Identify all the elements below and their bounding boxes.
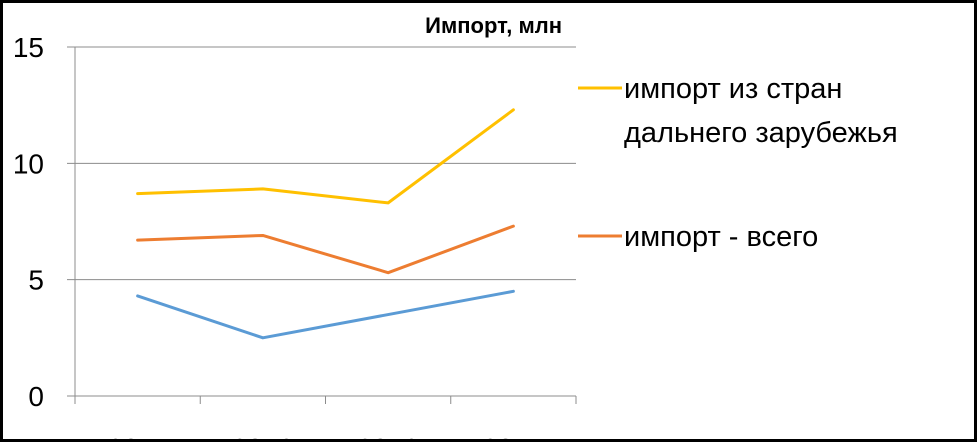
x-tick-label: 2012 — [232, 433, 294, 442]
series-lines — [136, 108, 515, 340]
x-tick-label: 2013 — [357, 433, 419, 442]
legend-label: импорт - всего — [624, 221, 818, 253]
series-line-2 — [136, 224, 515, 275]
grid-lines — [67, 46, 576, 281]
series-line-3 — [136, 289, 515, 340]
chart-title: Импорт, млн — [425, 13, 562, 38]
legend: импорт из стран дальнего зарубежья импорт … — [578, 73, 898, 253]
series-line-1 — [136, 108, 515, 205]
tick-labels: 0 5 10 15 2011 2012 2013 2014 — [13, 32, 545, 442]
y-tick-label: 10 — [13, 148, 44, 179]
legend-label: дальнего зарубежья — [624, 117, 898, 149]
y-tick-label: 15 — [13, 32, 44, 63]
axes — [67, 47, 577, 404]
y-tick-label: 0 — [28, 381, 44, 412]
x-tick-label: 2014 — [482, 433, 544, 442]
y-tick-label: 5 — [28, 265, 44, 296]
legend-label: импорт из стран — [624, 73, 842, 105]
x-tick-label: 2011 — [108, 433, 168, 442]
